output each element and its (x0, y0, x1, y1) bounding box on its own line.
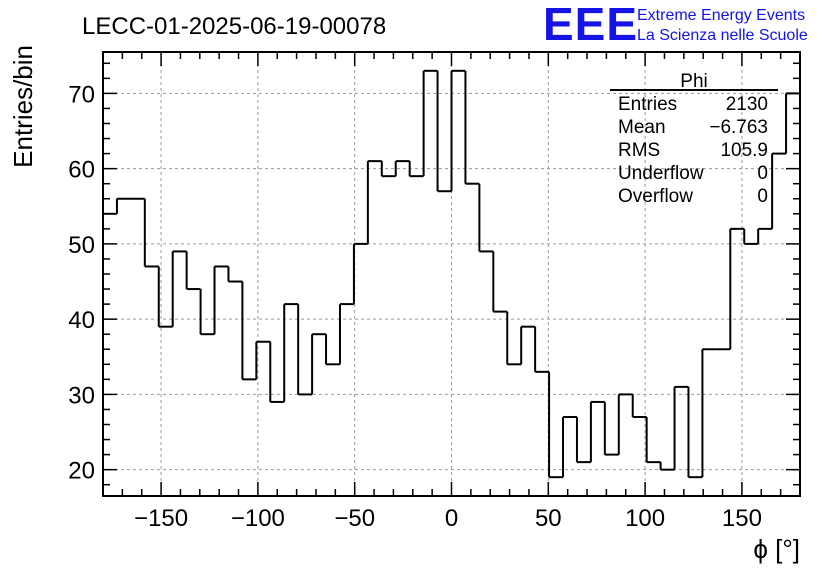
y-tick-label: 40 (68, 307, 95, 334)
stats-label-underflow: Underflow (618, 163, 704, 184)
stats-box: Phi Entries 2130 Mean −6.763 RMS 105.9 U… (610, 71, 778, 207)
logo-subtitle-2: La Scienza nelle Scuole (637, 27, 808, 44)
x-tick-label: 100 (625, 505, 665, 532)
x-tick-labels: −150 −100 −50 0 50 100 150 (134, 505, 762, 532)
x-tick-label: 150 (722, 505, 762, 532)
stats-value-entries: 2130 (726, 94, 768, 115)
chart-title: LECC-01-2025-06-19-00078 (82, 13, 386, 40)
stats-value-rms: 105.9 (720, 140, 768, 161)
stats-value-underflow: 0 (757, 163, 768, 184)
histogram (103, 69, 800, 479)
y-tick-label: 70 (68, 81, 95, 108)
y-tick-label: 30 (68, 382, 95, 409)
stats-title: Phi (680, 71, 707, 92)
y-tick-labels: 20 30 40 50 60 70 (68, 81, 95, 484)
stats-label-entries: Entries (618, 94, 677, 115)
x-tick-label: −100 (231, 505, 285, 532)
stats-label-mean: Mean (618, 117, 666, 138)
stats-value-overflow: 0 (757, 186, 768, 207)
x-tick-label: 50 (535, 505, 562, 532)
y-tick-label: 20 (68, 458, 95, 485)
y-tick-label: 60 (68, 157, 95, 184)
x-tick-label: −50 (334, 505, 375, 532)
logo-subtitle-1: Extreme Energy Events (637, 7, 805, 24)
stats-value-mean: −6.763 (709, 117, 768, 138)
x-axis-label: ϕ [°] (753, 534, 800, 564)
y-tick-label: 50 (68, 232, 95, 259)
x-tick-label: 0 (445, 505, 458, 532)
stats-label-overflow: Overflow (618, 186, 693, 207)
x-tick-label: −150 (134, 505, 188, 532)
axis-ticks (102, 52, 801, 496)
y-axis-label: Entries/bin (8, 45, 38, 168)
stats-label-rms: RMS (618, 140, 660, 161)
eee-logo: EEE (543, 0, 638, 50)
